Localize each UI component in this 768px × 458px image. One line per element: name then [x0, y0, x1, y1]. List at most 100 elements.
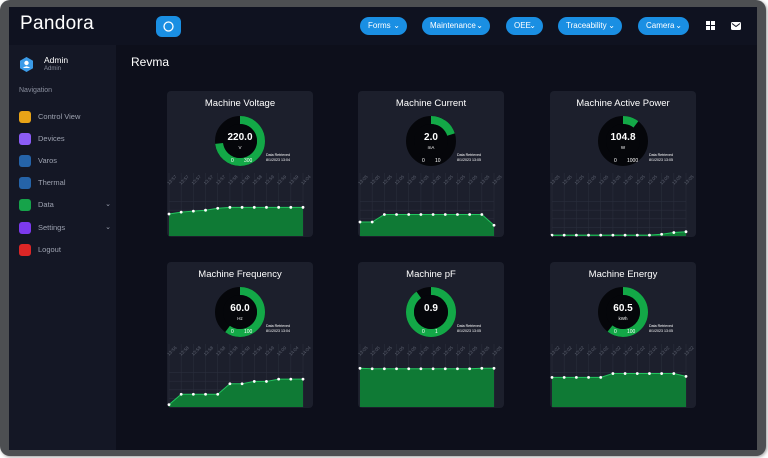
retrieved-label: Data Retrieved	[457, 153, 481, 157]
data-point[interactable]	[443, 367, 447, 371]
gauge-level	[598, 287, 648, 337]
sidebar-item-logout[interactable]: Logout	[19, 242, 111, 258]
data-point[interactable]	[587, 233, 590, 237]
data-point[interactable]	[660, 372, 664, 375]
data-point[interactable]	[179, 210, 183, 214]
search-button[interactable]	[156, 16, 181, 37]
data-point[interactable]	[382, 213, 386, 216]
data-point[interactable]	[599, 233, 603, 237]
gauge-max: 100	[244, 329, 253, 335]
data-point[interactable]	[480, 213, 484, 216]
data-point[interactable]	[167, 403, 171, 407]
data-point[interactable]	[265, 205, 268, 209]
data-point[interactable]	[252, 380, 256, 383]
data-point[interactable]	[289, 377, 293, 381]
data-point[interactable]	[301, 377, 305, 381]
data-point[interactable]	[265, 380, 268, 383]
data-point[interactable]	[289, 205, 293, 209]
data-point[interactable]	[358, 220, 362, 224]
x-tick-label: 13:05	[418, 174, 430, 186]
x-tick-label: 13:59	[239, 345, 251, 357]
data-point[interactable]	[587, 375, 590, 379]
data-point[interactable]	[419, 213, 423, 216]
data-point[interactable]	[419, 367, 423, 371]
apps-grid-icon[interactable]	[706, 21, 715, 30]
data-point[interactable]	[277, 205, 281, 209]
data-point[interactable]	[648, 372, 651, 375]
data-point[interactable]	[167, 212, 171, 216]
data-point[interactable]	[204, 208, 207, 212]
data-point[interactable]	[395, 213, 398, 216]
data-point[interactable]	[550, 375, 554, 379]
data-point[interactable]	[684, 230, 688, 234]
data-retrieved-info: Data Retrieved 8/1/2023 13:04	[266, 153, 290, 163]
sidebar-item-varos[interactable]: Varos	[19, 153, 111, 169]
data-point[interactable]	[574, 233, 578, 237]
data-point[interactable]	[562, 233, 566, 237]
data-point[interactable]	[550, 233, 554, 237]
data-point[interactable]	[395, 367, 398, 371]
data-point[interactable]	[611, 233, 615, 237]
data-point[interactable]	[468, 367, 472, 371]
data-point[interactable]	[456, 213, 459, 216]
data-point[interactable]	[635, 233, 639, 237]
data-point[interactable]	[216, 206, 220, 210]
gauge-max: 300	[244, 158, 253, 164]
sidebar-item-thermal[interactable]: Thermal	[19, 175, 111, 191]
sidebar-item-devices[interactable]: Devices	[19, 131, 111, 147]
data-point[interactable]	[599, 375, 603, 379]
x-tick-label: 13:58	[191, 345, 203, 357]
data-point[interactable]	[562, 375, 566, 379]
messages-icon[interactable]	[731, 22, 741, 30]
data-point[interactable]	[611, 372, 615, 375]
data-point[interactable]	[492, 366, 496, 370]
sidebar-item-label: Logout	[38, 245, 61, 254]
sidebar-item-settings[interactable]: Settings ⌄	[19, 220, 111, 236]
brand-logo[interactable]: Pandora	[20, 13, 94, 34]
data-point[interactable]	[672, 231, 676, 234]
data-point[interactable]	[431, 213, 435, 216]
data-point[interactable]	[407, 367, 411, 371]
data-point[interactable]	[407, 213, 411, 216]
data-point[interactable]	[492, 223, 496, 227]
data-point[interactable]	[191, 392, 195, 396]
data-point[interactable]	[370, 367, 374, 371]
nav-maintenance-dropdown[interactable]: Maintenance ⌄	[422, 17, 490, 35]
data-point[interactable]	[672, 372, 676, 375]
data-point[interactable]	[179, 392, 183, 396]
data-point[interactable]	[456, 367, 459, 371]
data-point[interactable]	[431, 367, 435, 371]
data-point[interactable]	[358, 366, 362, 370]
data-point[interactable]	[574, 375, 578, 379]
data-point[interactable]	[635, 372, 639, 375]
nav-camera-dropdown[interactable]: Camera ⌄	[638, 17, 689, 35]
data-point[interactable]	[216, 392, 220, 396]
data-point[interactable]	[252, 205, 256, 209]
nav-forms-dropdown[interactable]: Forms ⌄	[360, 17, 407, 35]
sidebar-item-control-view[interactable]: Control View	[19, 109, 111, 125]
nav-oee-dropdown[interactable]: OEE ⌄	[506, 17, 543, 35]
data-point[interactable]	[277, 377, 281, 381]
x-tick-label: 13:57	[215, 174, 227, 186]
data-point[interactable]	[443, 213, 447, 216]
nav-traceability-dropdown[interactable]: Traceability ⌄	[558, 17, 622, 35]
data-point[interactable]	[648, 233, 651, 237]
sidebar-item-data[interactable]: Data ⌄	[19, 197, 111, 213]
data-point[interactable]	[480, 366, 484, 370]
data-point[interactable]	[191, 209, 195, 213]
data-point[interactable]	[301, 205, 305, 209]
data-point[interactable]	[240, 205, 244, 209]
data-point[interactable]	[623, 233, 627, 237]
chevron-down-icon: ⌄	[608, 21, 615, 30]
data-point[interactable]	[228, 205, 232, 209]
data-point[interactable]	[660, 232, 664, 236]
data-point[interactable]	[623, 372, 627, 375]
data-point[interactable]	[370, 220, 374, 224]
data-point[interactable]	[468, 213, 472, 216]
data-point[interactable]	[684, 375, 688, 378]
data-point[interactable]	[382, 367, 386, 371]
data-point[interactable]	[204, 392, 207, 396]
chevron-down-icon: ⌄	[529, 21, 536, 30]
data-point[interactable]	[240, 382, 244, 386]
data-point[interactable]	[228, 382, 232, 386]
